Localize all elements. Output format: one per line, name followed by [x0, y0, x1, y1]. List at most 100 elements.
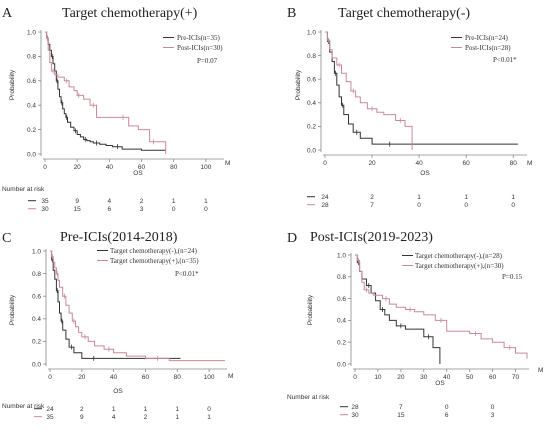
risk-value: 0 [511, 202, 515, 209]
panel-b-legend-0: Pre-ICIs(n=24) [465, 34, 508, 42]
x-tick-label: 40 [443, 374, 451, 381]
x-tick-label: 20 [368, 160, 376, 167]
y-tick-label: 0.0 [27, 151, 36, 158]
y-tick-label: 0.4 [307, 100, 316, 107]
risk-value: 7 [399, 404, 403, 411]
x-tick-label: 60 [142, 374, 150, 381]
risk-value: 0 [172, 206, 176, 213]
x-tick-label: 80 [510, 160, 518, 167]
x-tick-label: 50 [466, 374, 474, 381]
panel-d-ylabel: Probability [307, 294, 314, 325]
risk-value: 4 [108, 198, 112, 205]
risk-value: 0 [417, 202, 421, 209]
risk-value: 1 [207, 414, 211, 421]
risk-value: 30 [41, 206, 49, 213]
y-tick-label: 0.4 [337, 318, 346, 325]
x-tick-label: 80 [174, 374, 182, 381]
panel-a-pvalue: P=0.07 [197, 57, 218, 65]
x-tick-label: 0 [43, 164, 47, 171]
panel-b: B Target chemotherapy(-) Probability OS … [287, 6, 532, 209]
y-tick-label: 1.0 [307, 29, 316, 36]
panel-c-letter: C [2, 231, 11, 246]
y-tick-label: 0.8 [337, 274, 346, 281]
panel-d-legend-0: Target chemotherapy(-),(n=28) [415, 252, 503, 260]
risk-value: 30 [351, 412, 359, 419]
x-tick-label: 0 [353, 374, 357, 381]
km-curve-series-1 [325, 31, 518, 145]
risk-value: 1 [417, 194, 421, 201]
panel-c-legend-0: Target chemotherapy(-),(n=24) [110, 247, 198, 255]
x-tick-label: 40 [106, 164, 114, 171]
risk-value: 2 [370, 194, 374, 201]
risk-value: 15 [397, 412, 405, 419]
panel-b-legend-1: Post-ICIs(n=28) [465, 44, 511, 52]
panel-a-letter: A [2, 6, 13, 21]
risk-value: 35 [41, 198, 49, 205]
y-tick-label: 1.0 [337, 252, 346, 259]
y-tick-label: 0.0 [337, 361, 346, 368]
risk-value: 1 [144, 406, 148, 413]
risk-value: 0 [207, 406, 211, 413]
panel-c-ylabel: Probability [9, 294, 16, 325]
y-tick-label: 0.6 [27, 78, 36, 85]
panel-d-title: Post-ICIs(2019-2023) [310, 230, 433, 245]
km-curve-series-1 [355, 254, 441, 364]
panel-c: C Pre-ICIs(2014-2018) Probability OS Tar… [2, 230, 233, 421]
panel-a-legend-0: Pre-ICIs(n=35) [177, 34, 220, 42]
panel-b-pvalue: P<0.01* [493, 56, 517, 64]
panel-d-x-end: M [538, 367, 543, 374]
y-tick-label: 0.2 [307, 124, 316, 131]
risk-value: 2 [140, 198, 144, 205]
panel-d-pvalue: P=0.15 [502, 273, 523, 281]
panel-c-legend-1: Target chemotherapy(+),(n=35) [110, 257, 199, 265]
y-tick-label: 1.0 [32, 248, 41, 255]
x-tick-label: 30 [420, 374, 428, 381]
risk-value: 6 [108, 206, 112, 213]
km-curve-series-2 [45, 31, 167, 154]
risk-value: 24 [46, 406, 54, 413]
risk-value: 1 [112, 406, 116, 413]
panel-b-x-end: M [527, 160, 532, 167]
panel-c-xlabel: OS [113, 388, 123, 395]
risk-value: 1 [464, 194, 468, 201]
panel-c-title: Pre-ICIs(2014-2018) [60, 230, 178, 245]
panel-b-xlabel: OS [420, 170, 430, 177]
risk-value: 9 [80, 414, 84, 421]
x-tick-label: 10 [374, 374, 382, 381]
risk-value: 0 [204, 206, 208, 213]
risk-value: 6 [445, 412, 449, 419]
y-tick-label: 1.0 [27, 29, 36, 36]
panel-c-risk-title: Number at risk [2, 403, 45, 410]
risk-value: 3 [140, 206, 144, 213]
x-tick-label: 40 [110, 374, 118, 381]
x-tick-label: 100 [200, 164, 211, 171]
y-tick-label: 0.4 [27, 103, 36, 110]
y-tick-label: 0.6 [32, 294, 41, 301]
panel-d-risk-title: Number at risk [287, 394, 330, 401]
km-curve-series-1 [45, 31, 166, 151]
x-tick-label: 100 [204, 374, 215, 381]
x-tick-label: 20 [74, 164, 82, 171]
risk-value: 0 [445, 404, 449, 411]
panel-a: A Target chemotherapy(+) Probability OS … [2, 6, 230, 213]
risk-value: 1 [175, 406, 179, 413]
y-tick-label: 0.6 [307, 77, 316, 84]
risk-value: 1 [511, 194, 515, 201]
y-tick-label: 0.2 [337, 340, 346, 347]
risk-value: 35 [46, 414, 54, 421]
x-tick-label: 70 [512, 374, 520, 381]
x-tick-label: 0 [323, 160, 327, 167]
km-curve-series-2 [325, 31, 413, 150]
km-curve-series-2 [355, 254, 528, 359]
risk-value: 3 [491, 412, 495, 419]
risk-value: 1 [204, 198, 208, 205]
risk-value: 0 [464, 202, 468, 209]
panel-a-legend-1: Post-ICIs(n=30) [177, 44, 223, 52]
risk-value: 2 [80, 406, 84, 413]
x-tick-label: 40 [416, 160, 424, 167]
x-tick-label: 60 [463, 160, 471, 167]
panel-c-pvalue: P<0.01* [175, 270, 199, 278]
risk-value: 28 [321, 202, 329, 209]
